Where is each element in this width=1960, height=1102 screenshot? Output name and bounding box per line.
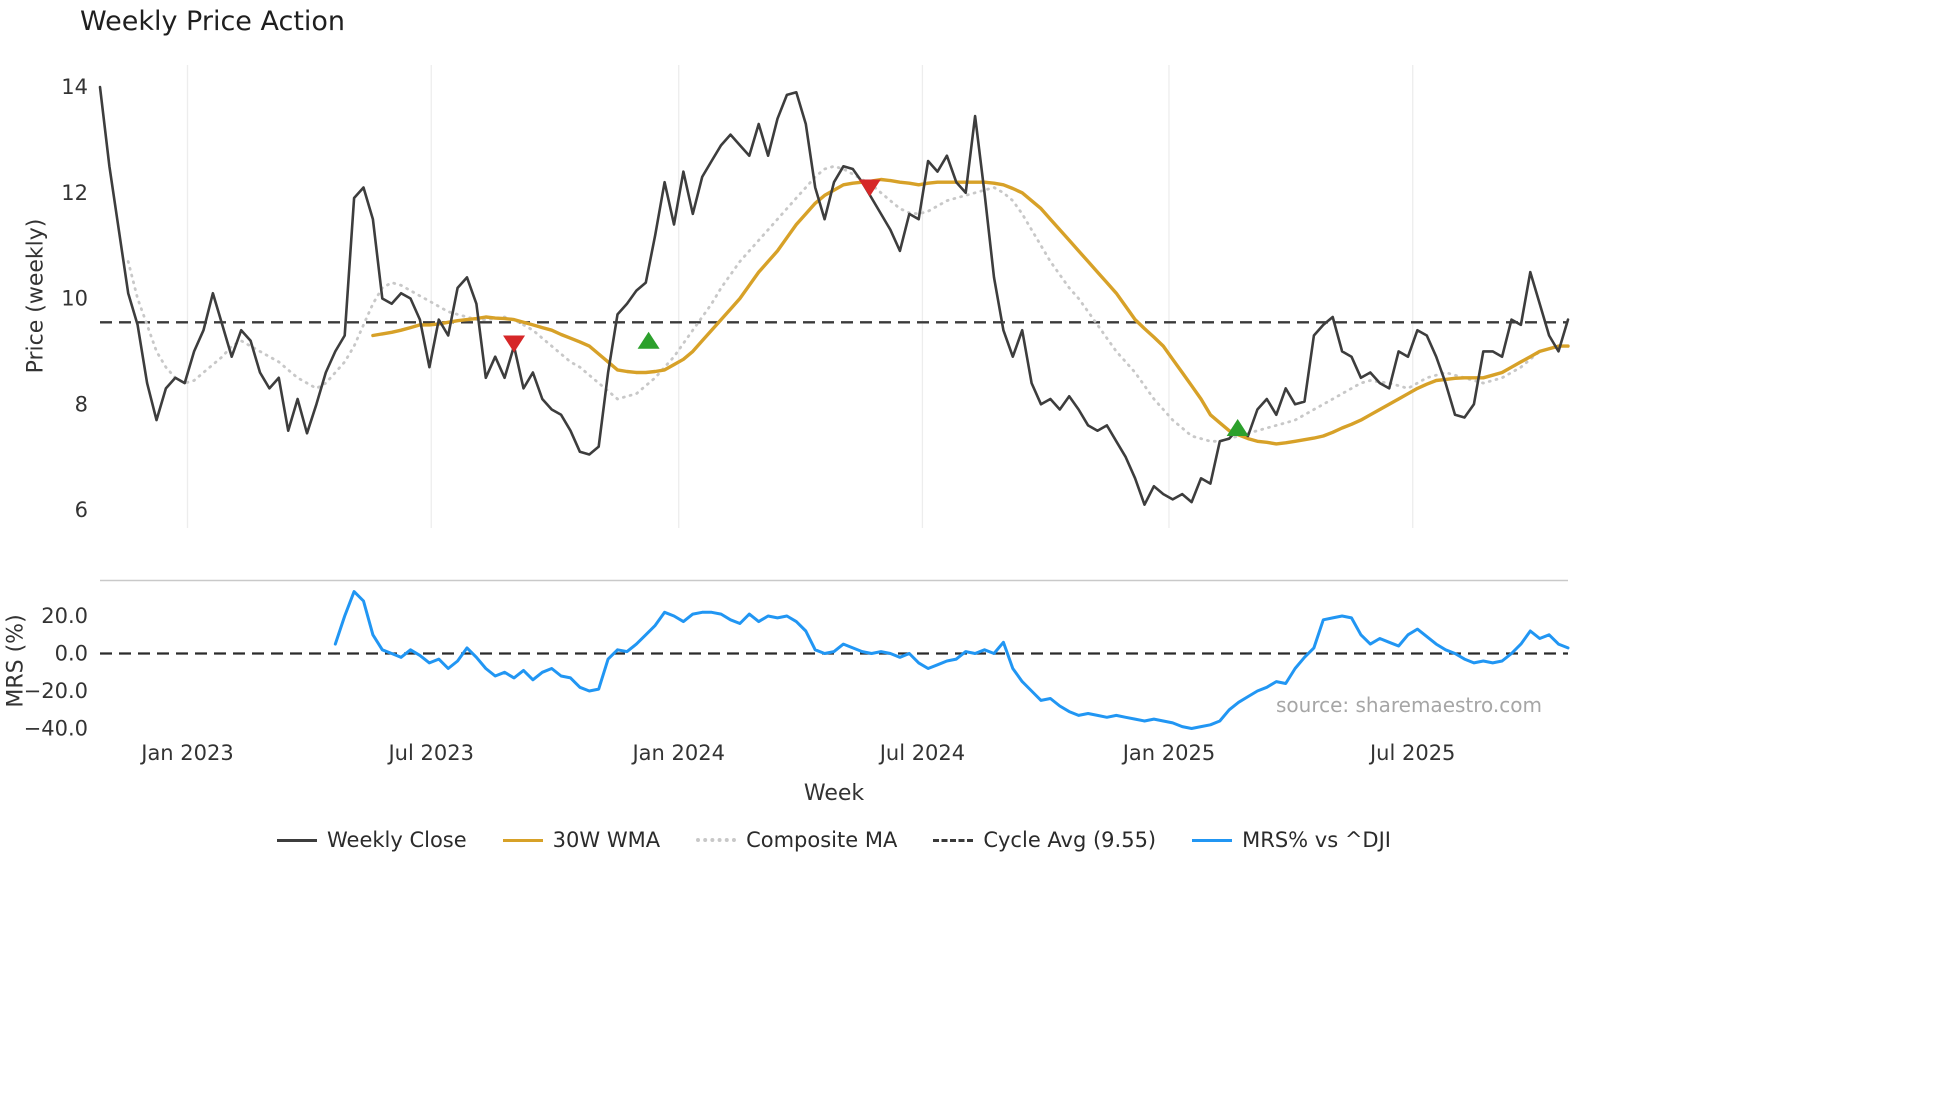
series-mrs-vs-dji	[333, 590, 1570, 730]
legend-swatch-weekly-close	[276, 838, 317, 842]
legend-item-mrs-vs-dji: MRS% vs ^DJI	[1192, 828, 1391, 852]
x-tick-label: Jan 2024	[630, 741, 725, 765]
legend-swatch-cycle-avg-9-55	[933, 838, 974, 842]
legend-swatch-composite-ma	[696, 838, 737, 842]
price-ytick-label: 10	[61, 287, 88, 311]
sell-signal-marker	[858, 179, 881, 197]
legend-label: MRS% vs ^DJI	[1242, 828, 1391, 852]
price-ytick-label: 6	[75, 498, 88, 522]
x-tick-label: Jul 2024	[878, 741, 965, 765]
mrs-ytick-label: −40.0	[24, 717, 88, 741]
buy-signal-marker	[1226, 419, 1249, 437]
legend-label: Composite MA	[746, 828, 898, 852]
x-axis-label: Week	[803, 781, 865, 806]
sell-signal-marker	[503, 335, 526, 353]
price-ytick-label: 12	[61, 181, 88, 205]
legend-label: Cycle Avg (9.55)	[983, 828, 1157, 852]
mrs-ytick-label: −20.0	[24, 679, 88, 703]
buy-signal-marker	[637, 331, 660, 349]
legend: Weekly Close 30W WMA Composite MA Cycle Avg…	[100, 828, 1568, 852]
mrs-ytick-label: 0.0	[55, 642, 88, 666]
series-weekly-close	[98, 85, 1570, 507]
legend-item-weekly-close: Weekly Close	[276, 828, 467, 852]
legend-item-cycle-avg-9-55: Cycle Avg (9.55)	[933, 828, 1156, 852]
price-ytick-label: 14	[61, 75, 88, 99]
legend-label: 30W WMA	[552, 828, 661, 852]
chart-title: Weekly Price Action	[80, 6, 346, 37]
x-tick-label: Jan 2025	[1121, 741, 1216, 765]
x-tick-label: Jul 2025	[1368, 741, 1455, 765]
price-ytick-label: 8	[75, 392, 88, 416]
series-composite-ma	[126, 164, 1570, 443]
series-30w-wma	[371, 177, 1570, 446]
x-tick-label: Jan 2023	[139, 741, 234, 765]
source-attribution: source: sharemaestro.com	[1276, 693, 1542, 717]
price-axis-label: Price (weekly)	[23, 218, 49, 374]
legend-label: Weekly Close	[326, 828, 467, 852]
x-tick-label: Jul 2023	[386, 741, 473, 765]
legend-item-composite-ma: Composite MA	[696, 828, 897, 852]
legend-item-30w-wma: 30W WMA	[502, 828, 661, 852]
mrs-ytick-label: 20.0	[41, 604, 88, 628]
legend-swatch-30w-wma	[502, 838, 543, 842]
mrs-axis-label: MRS (%)	[3, 614, 29, 708]
legend-swatch-mrs-vs-dji	[1192, 838, 1233, 842]
